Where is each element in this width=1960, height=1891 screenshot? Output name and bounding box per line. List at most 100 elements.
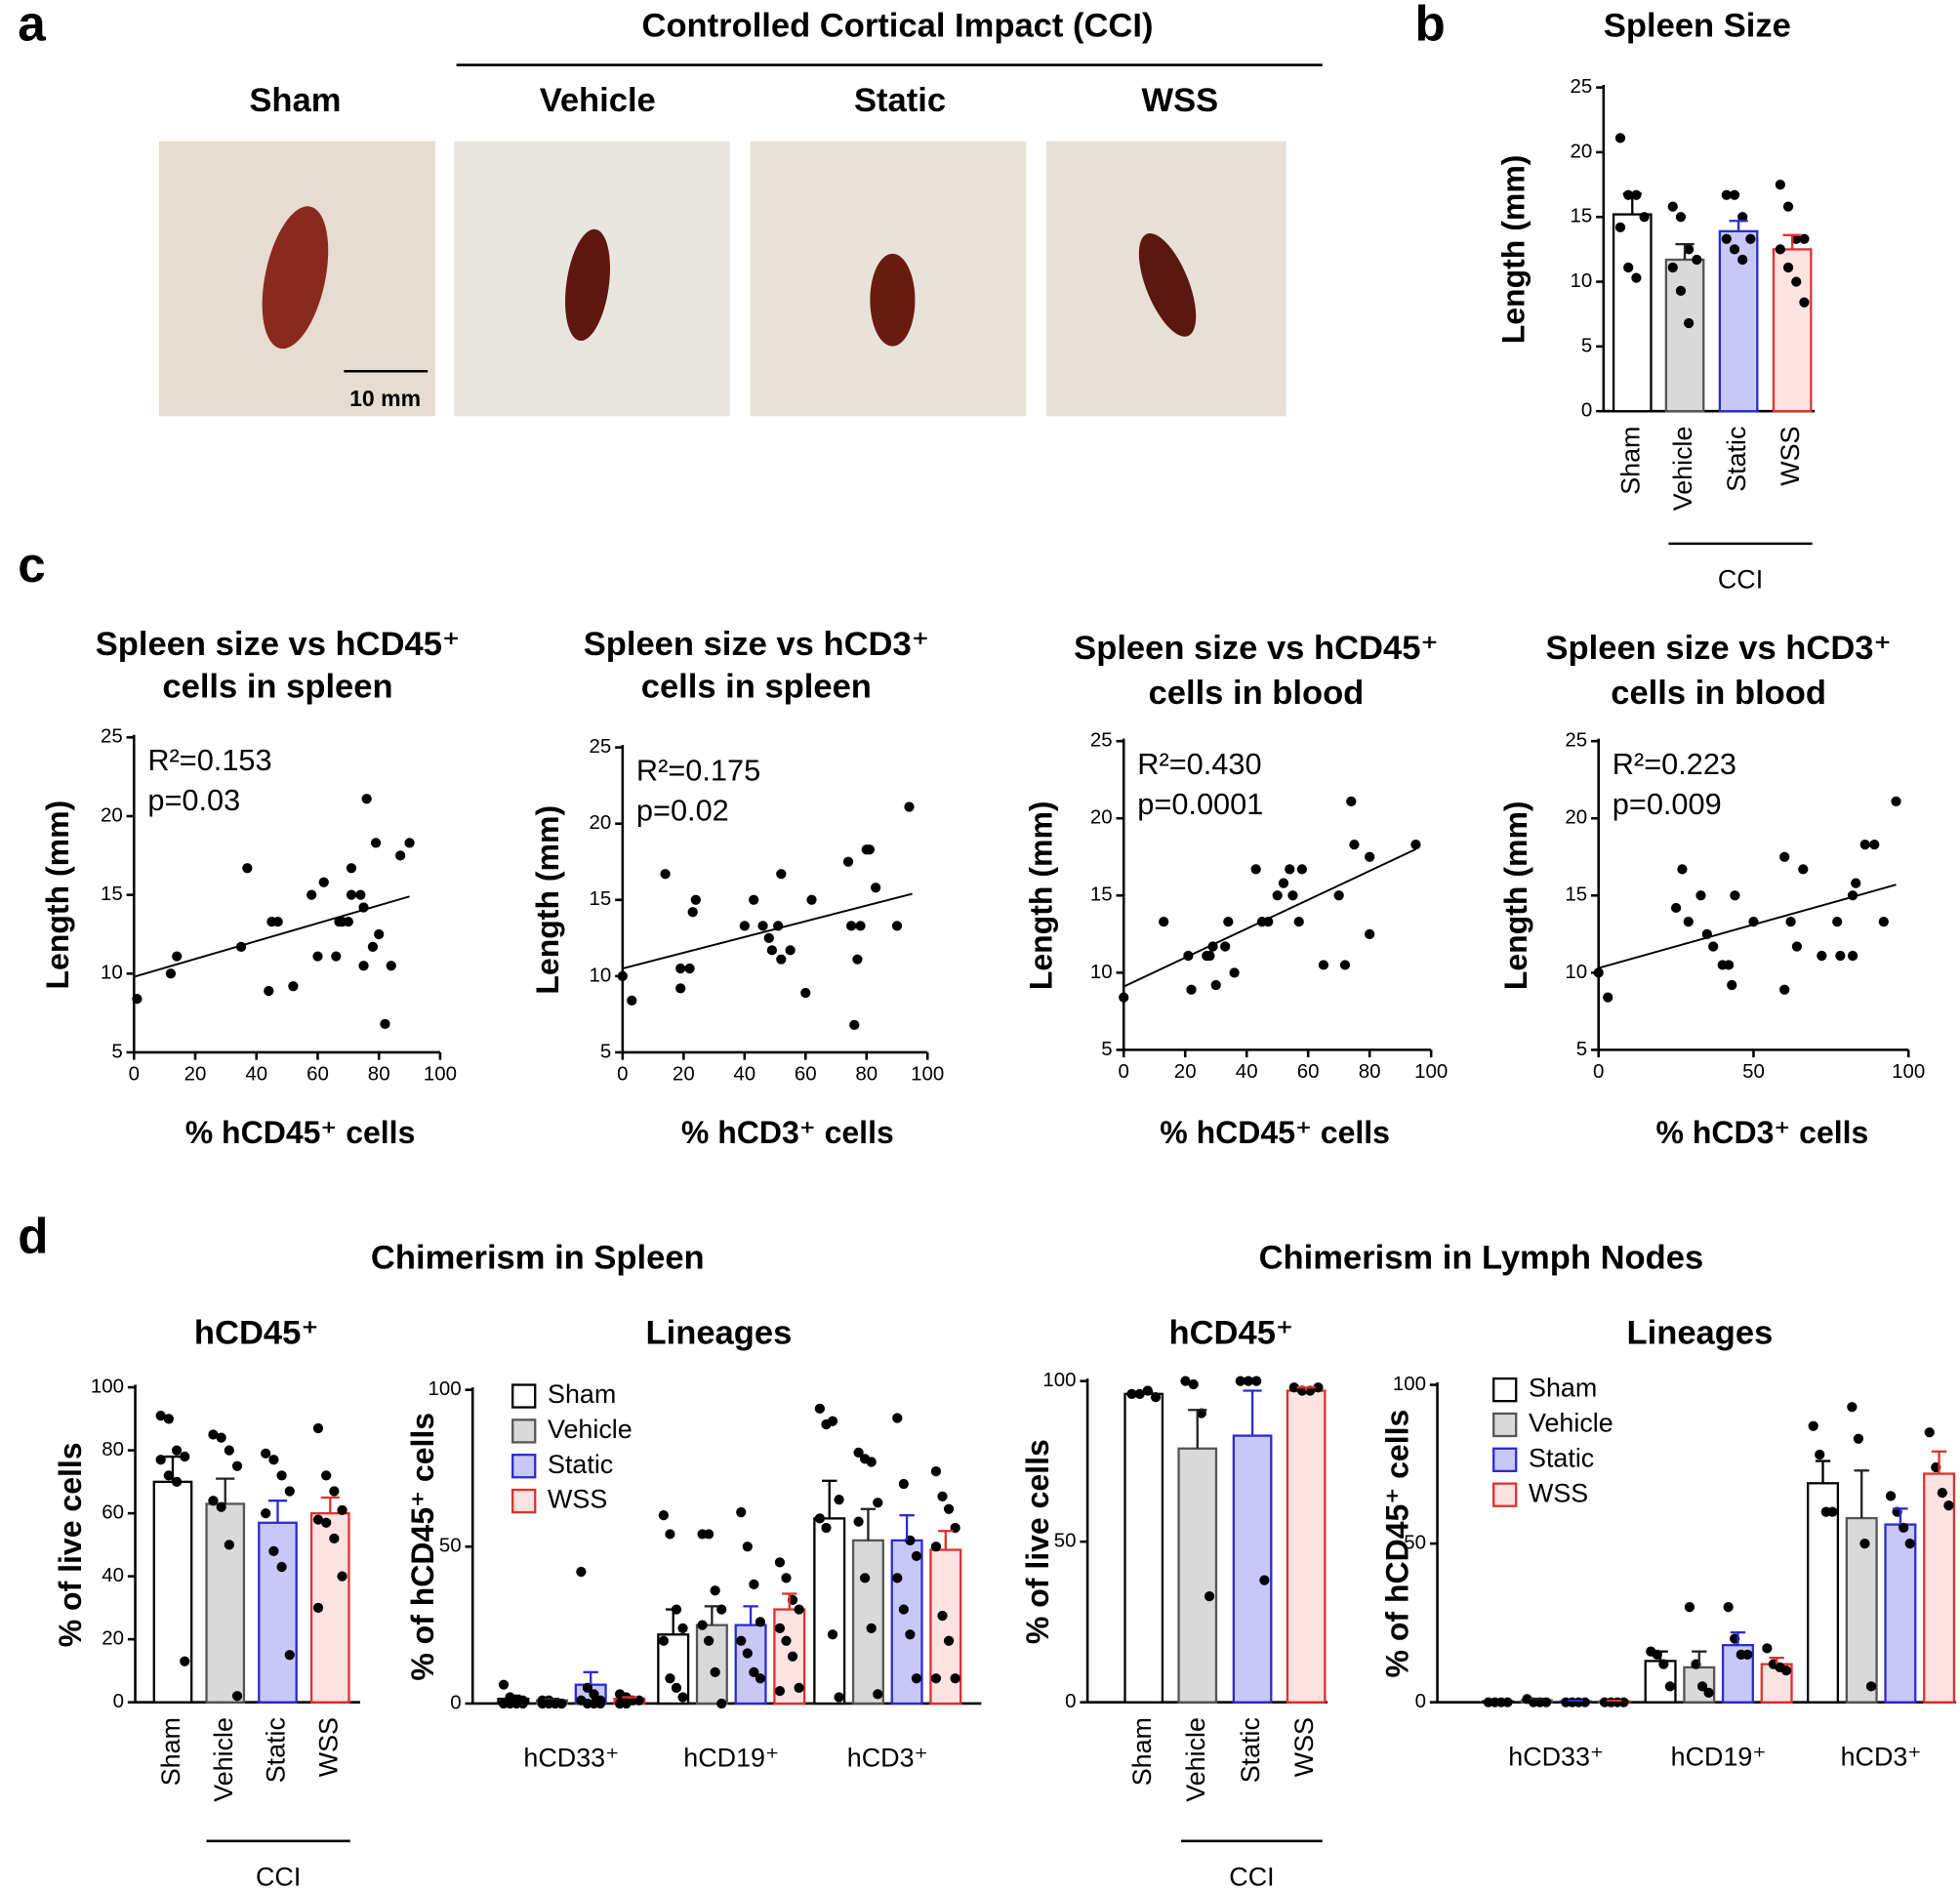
y-tick-label: 0	[450, 1691, 461, 1713]
data-point	[1603, 992, 1613, 1003]
data-point	[321, 1517, 332, 1528]
data-point	[1779, 984, 1790, 995]
data-point	[1670, 902, 1682, 914]
x-tick-label: hCD3⁺	[847, 1744, 928, 1773]
x-tick-label: 100	[911, 1062, 944, 1085]
y-tick-label: 80	[102, 1438, 124, 1460]
data-point	[943, 1503, 955, 1514]
data-point	[787, 1651, 798, 1662]
data-point	[690, 894, 701, 905]
y-tick-label: 15	[1571, 205, 1593, 227]
data-point	[288, 981, 299, 992]
data-point	[1287, 890, 1298, 901]
data-point	[346, 863, 357, 874]
data-point	[1667, 201, 1678, 212]
data-point	[216, 1432, 226, 1443]
data-point	[318, 877, 329, 887]
data-point	[346, 889, 357, 900]
x-tick-label: Sham	[1615, 427, 1645, 495]
data-point	[1186, 984, 1197, 995]
legend-label: Static	[1529, 1443, 1594, 1472]
y-tick-label: 25	[590, 735, 612, 758]
data-point	[1333, 890, 1344, 901]
y-axis-label: Length (mm)	[1498, 801, 1533, 990]
data-point	[1815, 1449, 1825, 1460]
data-point	[498, 1679, 510, 1690]
data-point	[1365, 928, 1375, 939]
data-point	[1579, 1697, 1590, 1707]
data-point	[821, 1522, 832, 1534]
data-point	[658, 1635, 669, 1646]
data-point	[1904, 1538, 1915, 1549]
chart-title: Spleen size vs hCD3⁺	[1545, 630, 1891, 667]
data-point	[703, 1529, 715, 1540]
data-point	[312, 951, 323, 962]
data-point	[1692, 254, 1702, 266]
data-point	[671, 1682, 682, 1694]
data-point	[911, 1673, 922, 1684]
chart-title: Lineages	[1627, 1314, 1774, 1351]
data-point	[1943, 1500, 1954, 1511]
panel-label: d	[18, 1209, 48, 1264]
x-tick-label: Static	[1722, 427, 1751, 492]
data-point	[937, 1491, 948, 1502]
x-tick-label: 60	[795, 1062, 817, 1085]
data-point	[358, 902, 369, 913]
bar	[152, 1480, 193, 1704]
data-point	[1677, 864, 1688, 875]
data-point	[337, 1571, 347, 1582]
data-point	[1278, 878, 1289, 888]
data-point	[343, 916, 353, 927]
x-tick-label: 40	[245, 1062, 267, 1085]
data-point	[1410, 839, 1421, 850]
group-title: Controlled Cortical Impact (CCI)	[642, 7, 1154, 44]
legend-label: Vehicle	[1529, 1409, 1613, 1438]
data-point	[1827, 1506, 1838, 1517]
data-point	[1623, 189, 1634, 200]
data-point	[1285, 864, 1295, 875]
bar	[1612, 213, 1653, 413]
data-point	[1708, 941, 1719, 952]
x-tick-label: WSS	[313, 1717, 343, 1777]
data-point	[1899, 1522, 1909, 1533]
y-tick-label: 10	[1571, 269, 1593, 292]
data-point	[1159, 917, 1169, 927]
data-point	[163, 1470, 174, 1481]
group-label: CCI	[1229, 1862, 1274, 1891]
data-point	[742, 1542, 753, 1552]
y-tick-label: 0	[1415, 1690, 1426, 1712]
data-point	[930, 1542, 942, 1552]
x-tick-label: Vehicle	[1181, 1717, 1210, 1802]
chart-title: Spleen size vs hCD45⁺	[96, 626, 460, 663]
data-point	[1878, 917, 1889, 927]
data-point	[1696, 1681, 1708, 1692]
data-point	[763, 932, 774, 943]
y-tick-label: 10	[1090, 961, 1113, 983]
y-axis-label: % of live cells	[53, 1442, 88, 1647]
data-point	[1791, 233, 1802, 244]
data-point	[235, 941, 247, 953]
x-tick-label: WSS	[1289, 1717, 1319, 1777]
data-point	[677, 1692, 688, 1703]
bar	[695, 1624, 728, 1706]
data-point	[749, 1579, 759, 1589]
data-point	[1365, 851, 1375, 862]
data-point	[1272, 890, 1283, 901]
data-point	[171, 1445, 183, 1456]
x-tick-label: hCD19⁺	[683, 1744, 779, 1773]
legend-swatch	[511, 1488, 537, 1514]
data-point	[827, 1416, 838, 1426]
data-point	[1220, 941, 1231, 952]
legend-label: Sham	[1529, 1374, 1597, 1403]
data-point	[1683, 917, 1694, 927]
data-point	[866, 1457, 877, 1467]
data-point	[1808, 1420, 1818, 1431]
data-point	[773, 921, 784, 931]
x-tick-label: hCD3⁺	[1841, 1742, 1922, 1771]
data-point	[1729, 244, 1740, 255]
data-point	[208, 1429, 219, 1440]
bar	[1772, 248, 1813, 413]
data-point	[224, 1445, 234, 1456]
data-point	[155, 1410, 166, 1421]
